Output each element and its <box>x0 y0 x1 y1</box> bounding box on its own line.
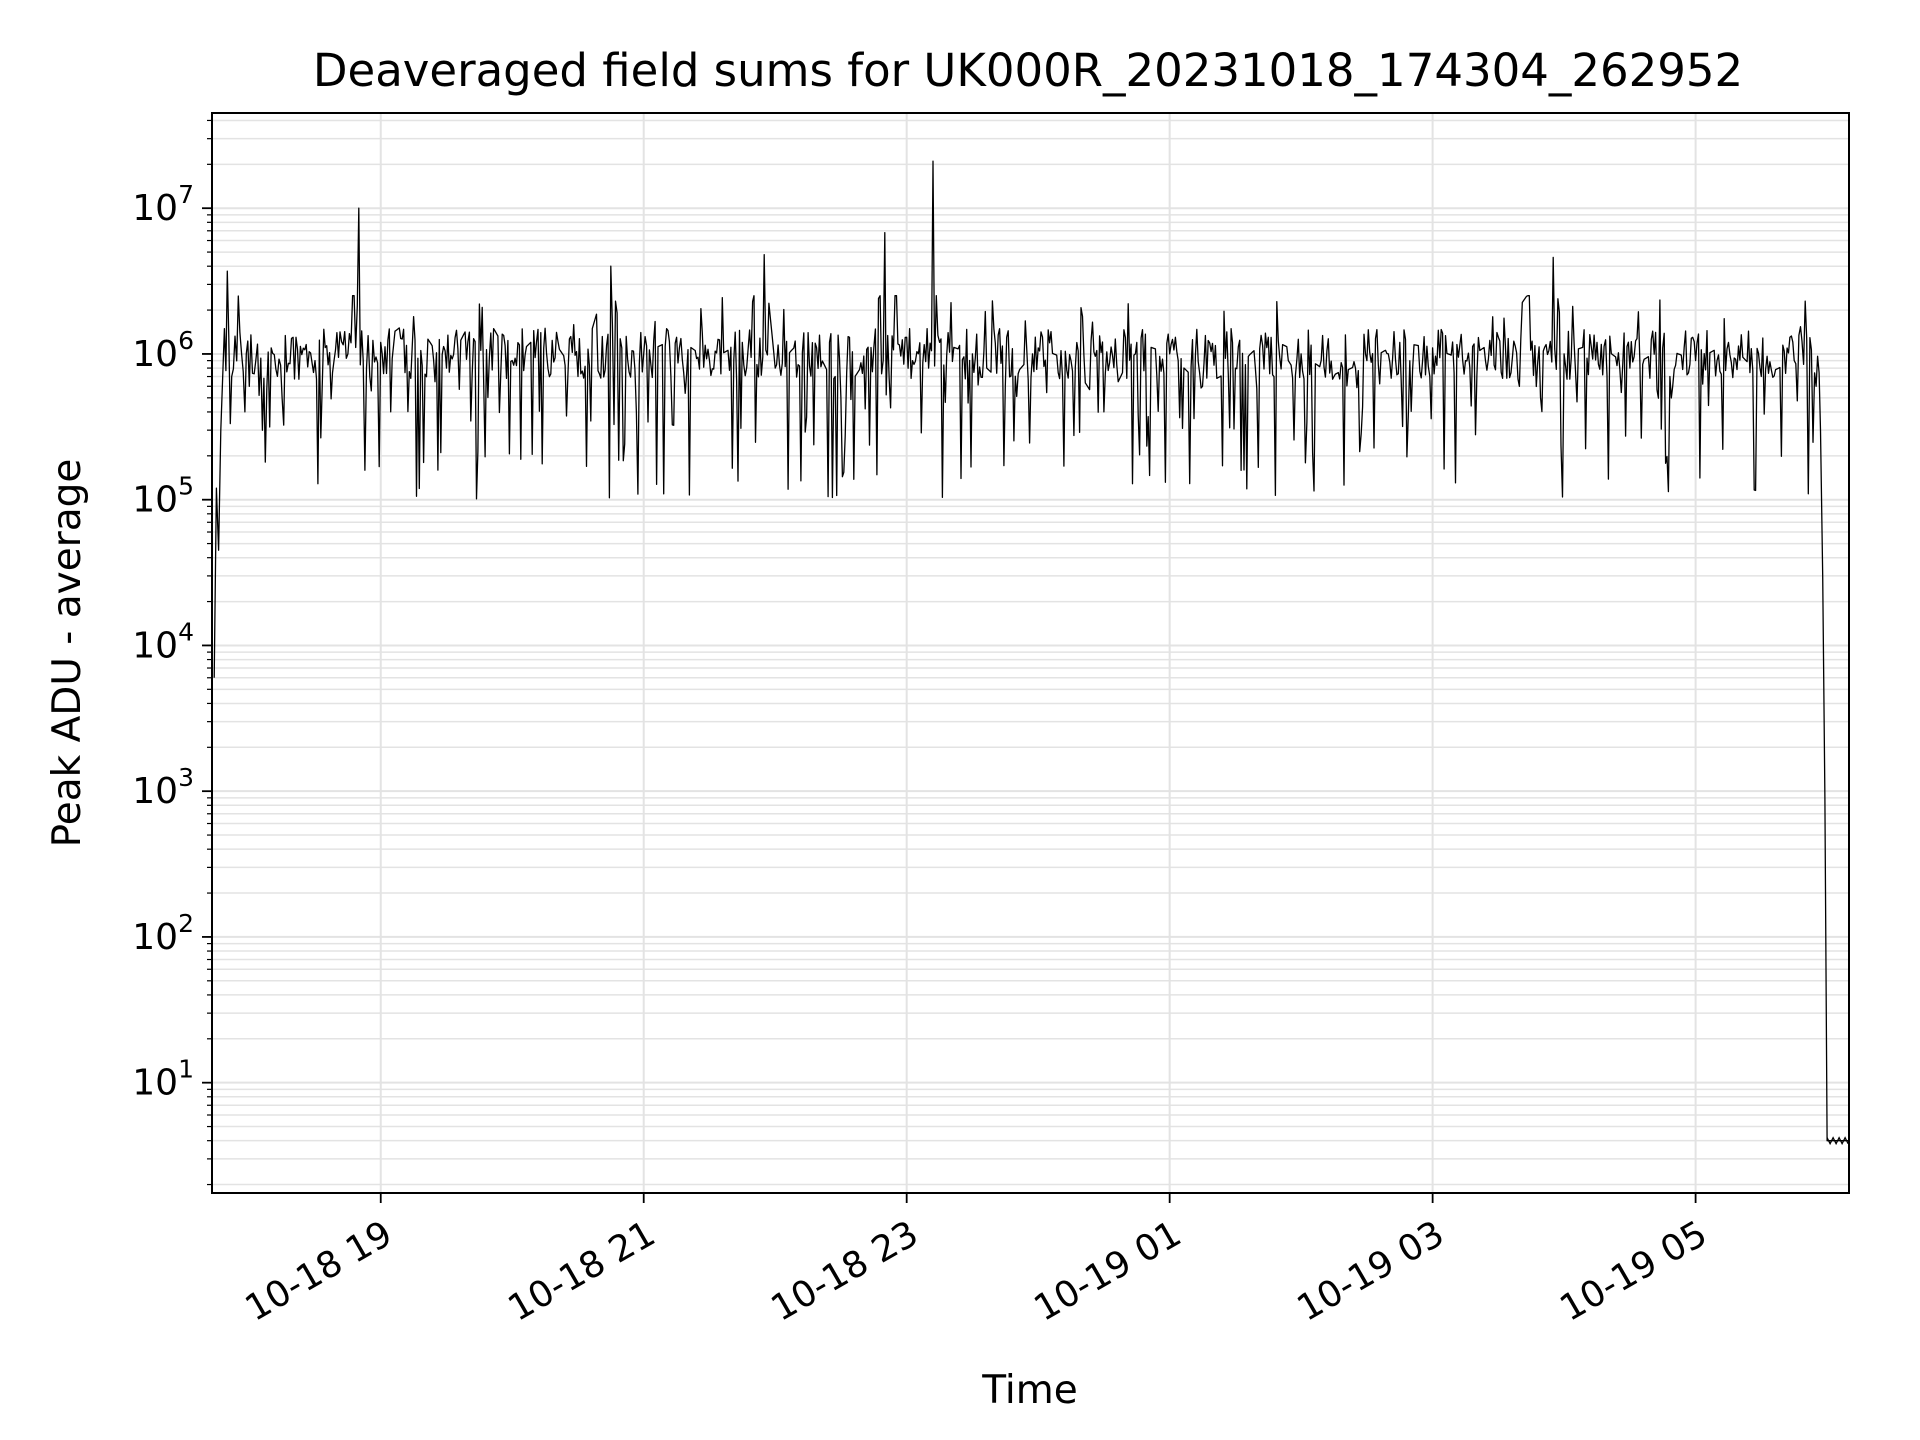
axis-ticks: 101 102 103 104 105 106 107 10-18 19 10-18 21 10-… <box>132 119 1714 1330</box>
y-tick-label: 103 <box>132 763 194 812</box>
series-tail <box>1826 1136 1849 1146</box>
x-tick-label: 10-19 05 <box>1553 1213 1714 1329</box>
x-tick-label: 10-18 21 <box>502 1213 663 1329</box>
data-series <box>213 160 1849 1146</box>
plot-frame <box>211 112 1850 1194</box>
y-axis-label: Peak ADU - average <box>45 459 90 848</box>
series-line <box>213 160 1849 1142</box>
x-tick-label: 10-19 01 <box>1027 1213 1188 1329</box>
x-axis-label: Time <box>981 1368 1077 1413</box>
x-tick-label: 10-18 23 <box>765 1213 926 1329</box>
grid-lines <box>212 113 1849 1193</box>
x-tick-label: 10-18 19 <box>239 1213 400 1329</box>
y-tick-label: 107 <box>132 180 194 229</box>
y-tick-label: 104 <box>132 617 194 666</box>
y-tick-label: 101 <box>132 1055 194 1104</box>
chart-title: Deaveraged field sums for UK000R_2023101… <box>313 44 1743 97</box>
y-tick-label: 102 <box>132 909 194 958</box>
x-tick-label: 10-19 03 <box>1290 1213 1451 1329</box>
y-tick-label: 105 <box>132 472 194 521</box>
y-tick-label: 106 <box>132 326 194 375</box>
